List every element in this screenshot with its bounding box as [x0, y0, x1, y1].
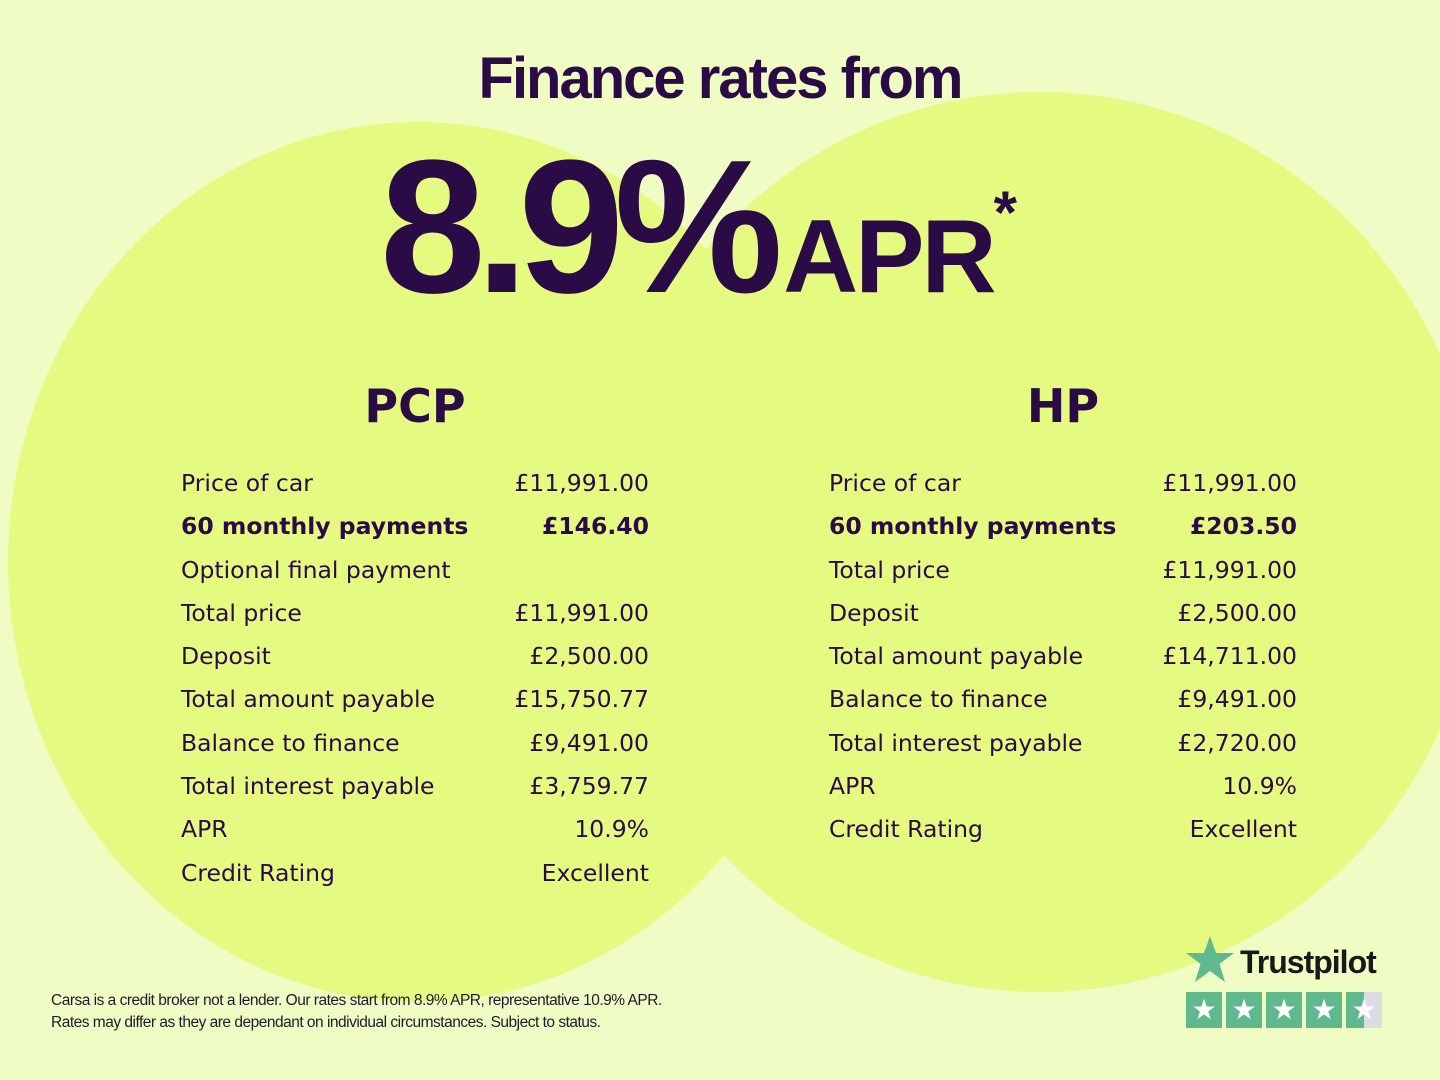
- pcp-heading: PCP: [364, 379, 466, 433]
- row-label: 60 monthly payments: [829, 512, 1117, 541]
- row-label: Total amount payable: [829, 642, 1084, 671]
- table-row: APR 10.9%: [181, 808, 649, 851]
- row-label: Total amount payable: [181, 685, 436, 714]
- row-value: £15,750.77: [514, 685, 649, 714]
- row-value: £146.40: [541, 512, 649, 541]
- table-row: Optional final payment: [181, 549, 649, 592]
- row-value: 10.9%: [574, 815, 649, 844]
- apr-label: APR: [783, 199, 997, 315]
- table-row: Total price £11,991.00: [181, 592, 649, 635]
- table-row: Balance to finance £9,491.00: [829, 678, 1297, 721]
- row-value: £2,500.00: [1177, 598, 1297, 627]
- row-label: Balance to finance: [829, 685, 1048, 714]
- table-row: Deposit £2,500.00: [181, 635, 649, 678]
- row-label: Total interest payable: [181, 772, 435, 801]
- trustpilot-rating: ★ ★ ★ ★ ★: [1186, 992, 1382, 1028]
- row-label: Total interest payable: [829, 728, 1083, 757]
- half-star-icon: ★: [1346, 992, 1382, 1028]
- row-label: Deposit: [181, 642, 271, 671]
- row-value: Excellent: [541, 858, 649, 887]
- row-value: £2,500.00: [529, 642, 649, 671]
- row-value: £11,991.00: [514, 598, 649, 627]
- row-value: £9,491.00: [529, 728, 649, 757]
- star-icon: ★: [1226, 992, 1262, 1028]
- row-label: Price of car: [829, 469, 961, 497]
- table-row: Balance to finance £9,491.00: [181, 722, 649, 765]
- row-value: £3,759.77: [529, 772, 649, 801]
- table-row: Price of car £11,991.00: [181, 462, 649, 505]
- table-row: APR 10.9%: [829, 765, 1297, 808]
- row-value: £9,491.00: [1177, 685, 1297, 714]
- table-row: Total amount payable £15,750.77: [181, 678, 649, 721]
- table-row: Total interest payable £2,720.00: [829, 722, 1297, 765]
- row-value: £2,720.00: [1177, 728, 1297, 757]
- hp-heading: HP: [1026, 379, 1100, 433]
- row-label: Deposit: [829, 598, 919, 627]
- trustpilot-name: Trustpilot: [1240, 944, 1377, 980]
- trustpilot-star-icon: [1186, 936, 1234, 982]
- table-row: Credit Rating Excellent: [829, 808, 1297, 851]
- table-row: Total price £11,991.00: [829, 549, 1297, 592]
- row-label: Optional final payment: [181, 555, 451, 584]
- rate-value: 8.9%: [380, 121, 783, 333]
- row-value: £11,991.00: [1162, 469, 1297, 497]
- headline-title: Finance rates from: [478, 46, 964, 111]
- row-label: Credit Rating: [829, 815, 983, 844]
- row-value: £14,711.00: [1162, 642, 1297, 671]
- row-value: £11,991.00: [514, 469, 649, 497]
- star-icon: ★: [1266, 992, 1302, 1028]
- row-label: Total price: [829, 555, 950, 584]
- table-row: Price of car £11,991.00: [829, 462, 1297, 505]
- background-circle-right: [600, 92, 1440, 992]
- headline-rate: 8.9%APR*: [380, 118, 1080, 336]
- row-label: APR: [181, 815, 228, 844]
- row-value: Excellent: [1189, 815, 1297, 844]
- row-label: Credit Rating: [181, 858, 335, 887]
- row-label: Price of car: [181, 469, 313, 497]
- table-row: 60 monthly payments £203.50: [829, 505, 1297, 548]
- row-label: APR: [829, 772, 876, 801]
- star-icon: ★: [1186, 992, 1222, 1028]
- table-row: Total interest payable £3,759.77: [181, 765, 649, 808]
- pcp-table: PCP Price of car £11,991.00 60 monthly pay…: [181, 378, 649, 895]
- row-value: £11,991.00: [1162, 555, 1297, 584]
- star-icon: ★: [1306, 992, 1342, 1028]
- row-value: £203.50: [1189, 512, 1297, 541]
- row-label: 60 monthly payments: [181, 512, 469, 541]
- disclaimer-line-2: Rates may differ as they are dependant o…: [51, 1014, 601, 1031]
- row-label: Balance to finance: [181, 728, 400, 757]
- disclaimer: Carsa is a credit broker not a lender. O…: [51, 990, 662, 1034]
- disclaimer-line-1: Carsa is a credit broker not a lender. O…: [51, 992, 662, 1009]
- table-row: Credit Rating Excellent: [181, 852, 649, 895]
- hp-table: HP Price of car £11,991.00 60 monthly paym…: [829, 378, 1297, 852]
- table-row: 60 monthly payments £146.40: [181, 505, 649, 548]
- row-label: Total price: [181, 598, 302, 627]
- table-row: Total amount payable £14,711.00: [829, 635, 1297, 678]
- row-value: 10.9%: [1222, 772, 1297, 801]
- table-row: Deposit £2,500.00: [829, 592, 1297, 635]
- asterisk: *: [993, 179, 1018, 246]
